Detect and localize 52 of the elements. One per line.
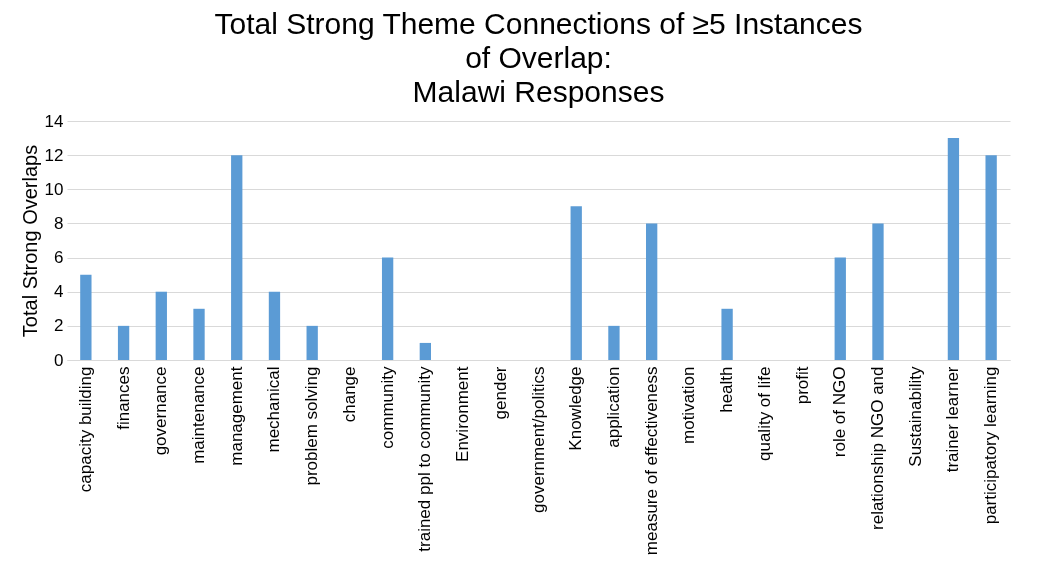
y-tick-label: 8 <box>54 213 64 233</box>
bar <box>231 155 243 360</box>
bar <box>306 325 318 360</box>
bar <box>419 342 431 360</box>
x-tick-label: problem solving <box>302 366 322 486</box>
x-tick-label: government/politics <box>528 366 548 513</box>
bar <box>268 291 281 360</box>
bar <box>608 325 620 360</box>
chart-title: Total Strong Theme Connections of ≥5 Instances of Overlap: Malawi Responses <box>214 7 863 108</box>
x-tick-label: participatory learning <box>981 366 1001 525</box>
bar <box>721 308 733 360</box>
x-tick-label: capacity building <box>75 366 95 493</box>
bar <box>985 155 997 360</box>
x-tick-label: role of NGO <box>830 366 850 458</box>
x-tick-label: application <box>603 366 623 448</box>
x-tick-label: finances <box>113 366 133 430</box>
y-tick-label: 14 <box>44 111 64 131</box>
x-tick-label: gender <box>490 366 510 420</box>
x-tick-label: profit <box>792 366 812 405</box>
bar <box>872 223 884 360</box>
x-tick-label: Sustainability <box>905 366 925 467</box>
y-tick-label: 4 <box>54 282 64 302</box>
y-tick-label: 0 <box>54 350 64 370</box>
bar <box>155 291 167 360</box>
bar <box>193 308 205 360</box>
x-tick-label: governance <box>151 366 171 456</box>
bar <box>834 257 846 360</box>
x-tick-label: community <box>377 366 397 449</box>
x-tick-label: trainer learner <box>943 366 963 473</box>
x-tick-label: management <box>226 366 246 466</box>
x-tick-label: maintenance <box>189 366 209 464</box>
bar <box>947 138 960 360</box>
y-tick-label: 12 <box>44 145 64 165</box>
x-tick-label: motivation <box>679 366 699 444</box>
y-tick-label: 10 <box>44 179 64 199</box>
x-tick-label: Environment <box>453 366 473 462</box>
x-tick-label: health <box>717 366 737 413</box>
bar <box>80 274 92 360</box>
x-tick-label: change <box>339 366 359 423</box>
x-tick-label: quality of life <box>754 366 774 461</box>
bar <box>646 223 658 360</box>
bar <box>570 206 582 360</box>
x-tick-label: mechanical <box>264 366 284 453</box>
y-tick-label: 2 <box>54 316 64 336</box>
y-axis-title: Total Strong Overlaps <box>18 144 41 338</box>
bar <box>117 325 130 360</box>
x-tick-label: measure of effectiveness <box>641 366 661 556</box>
x-tick-label: relationship NGO and <box>867 366 887 530</box>
y-tick-label: 6 <box>54 248 64 268</box>
x-tick-label: Knowledge <box>566 366 586 451</box>
x-tick-label: trained ppl to community <box>415 366 435 552</box>
bar <box>381 257 394 360</box>
